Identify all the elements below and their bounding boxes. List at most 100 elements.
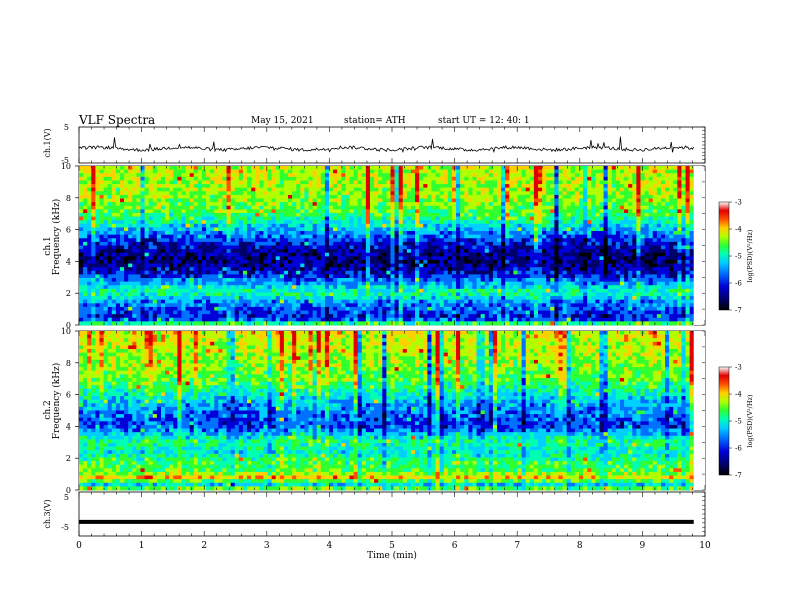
spectrogram-cell bbox=[374, 267, 379, 272]
spectrogram-cell bbox=[238, 245, 244, 250]
spectrogram-cell bbox=[669, 267, 674, 272]
spectrogram-cell bbox=[513, 281, 518, 286]
spectrogram-cell bbox=[140, 180, 145, 185]
spectrogram-cell bbox=[673, 220, 678, 225]
spectrogram-cell bbox=[382, 259, 387, 264]
spectrogram-cell bbox=[554, 256, 559, 261]
spectrogram-cell bbox=[316, 256, 322, 261]
spectrogram-cell bbox=[374, 173, 379, 178]
spectrogram-cell bbox=[144, 209, 150, 214]
spectrogram-cell bbox=[669, 184, 674, 189]
spectrogram-cell bbox=[279, 166, 285, 171]
spectrogram-cell bbox=[234, 173, 240, 178]
spectrogram-cell bbox=[230, 191, 236, 196]
spectrogram-cell bbox=[570, 256, 576, 261]
spectrogram-cell bbox=[251, 220, 256, 225]
spectrogram-cell bbox=[181, 231, 186, 236]
spectrogram-cell bbox=[91, 191, 96, 196]
spectrogram-cell bbox=[587, 176, 592, 181]
spectrogram-cell bbox=[677, 220, 682, 225]
spectrogram-cell bbox=[337, 245, 342, 250]
spectrogram-cell bbox=[197, 205, 203, 210]
spectrogram-cell bbox=[300, 194, 305, 199]
spectrogram-cell bbox=[91, 223, 96, 228]
spectrogram-cell bbox=[259, 202, 264, 207]
spectrogram-cell bbox=[607, 176, 613, 181]
spectrogram-cell bbox=[513, 223, 518, 228]
spectrogram-cell bbox=[390, 245, 395, 250]
spectrogram-cell bbox=[144, 198, 150, 203]
spectrogram-cell bbox=[206, 220, 211, 225]
spectrogram-cell bbox=[410, 209, 416, 214]
spectrogram-cell bbox=[427, 263, 432, 268]
spectrogram-cell bbox=[669, 223, 674, 228]
spectrogram-cell bbox=[406, 256, 412, 261]
spectrogram-cell bbox=[91, 263, 96, 268]
spectrogram-cell bbox=[501, 209, 506, 214]
spectrogram-cell bbox=[382, 184, 387, 189]
spectrogram-cell bbox=[636, 270, 641, 275]
spectrogram-cell bbox=[279, 205, 285, 210]
spectrogram-cell bbox=[603, 234, 609, 239]
spectrogram-cell bbox=[615, 245, 621, 250]
spectrogram-cell bbox=[156, 187, 162, 192]
spectrogram-cell bbox=[193, 281, 199, 286]
spectrogram-cell bbox=[603, 259, 609, 264]
spectrogram-cell bbox=[107, 180, 113, 185]
spectrogram-cell bbox=[103, 212, 109, 217]
spectrogram-cell bbox=[288, 212, 293, 217]
spectrogram-cell bbox=[320, 191, 326, 196]
spectrogram-cell bbox=[558, 205, 563, 210]
spectrogram-cell bbox=[472, 227, 477, 232]
spectrogram-cell bbox=[156, 166, 162, 171]
spectrogram-cell bbox=[115, 267, 121, 272]
spectrogram-cell bbox=[357, 209, 363, 214]
spectrogram-cell bbox=[226, 241, 232, 246]
spectrogram-cell bbox=[554, 270, 559, 275]
spectrogram-cell bbox=[361, 212, 367, 217]
spectrogram-cell bbox=[341, 169, 346, 174]
spectrogram-cell bbox=[378, 256, 383, 261]
spectrogram-cell bbox=[546, 234, 551, 239]
spectrogram-cell bbox=[410, 256, 416, 261]
spectrogram-cell bbox=[513, 256, 518, 261]
spectrogram-cell bbox=[189, 212, 195, 217]
spectrogram-cell bbox=[312, 270, 318, 275]
spectrogram-cell bbox=[312, 184, 318, 189]
spectrogram-cell bbox=[394, 205, 400, 210]
spectrogram-cell bbox=[464, 238, 469, 243]
spectrogram-cell bbox=[386, 267, 391, 272]
spectrogram-cell bbox=[669, 241, 674, 246]
spectrogram-cell bbox=[648, 205, 654, 210]
spectrogram-cell bbox=[619, 209, 625, 214]
spectrogram-cell bbox=[570, 238, 576, 243]
spectrogram-cell bbox=[197, 234, 203, 239]
spectrogram-cell bbox=[242, 234, 248, 239]
spectrogram-cell bbox=[132, 202, 137, 207]
spectrogram-cell bbox=[427, 256, 432, 261]
spectrogram-cell bbox=[505, 245, 510, 250]
spectrogram-cell bbox=[144, 212, 150, 217]
spectrogram-cell bbox=[324, 267, 330, 272]
spectrogram-cell bbox=[456, 220, 461, 225]
spectrogram-cell bbox=[267, 180, 273, 185]
spectrogram-cell bbox=[169, 205, 174, 210]
spectrogram-cell bbox=[222, 216, 227, 221]
spectrogram-cell bbox=[439, 256, 445, 261]
spectrogram-cell bbox=[103, 198, 109, 203]
spectrogram-cell bbox=[406, 267, 412, 272]
spectrogram-cell bbox=[271, 205, 277, 210]
spectrogram-cell bbox=[292, 223, 297, 228]
spectrogram-cell bbox=[570, 166, 576, 171]
spectrogram-cell bbox=[169, 173, 174, 178]
spectrogram-cell bbox=[300, 212, 305, 217]
spectrogram-cell bbox=[345, 205, 350, 210]
spectrogram-cell bbox=[152, 176, 158, 181]
spectrogram-cell bbox=[546, 209, 551, 214]
spectrogram-cell bbox=[365, 209, 371, 214]
spectrogram-cell bbox=[615, 278, 621, 283]
spectrogram-cell bbox=[492, 238, 498, 243]
spectrogram-cell bbox=[304, 278, 309, 283]
spectrogram-cell bbox=[140, 227, 145, 232]
spectrogram-cell bbox=[259, 212, 264, 217]
